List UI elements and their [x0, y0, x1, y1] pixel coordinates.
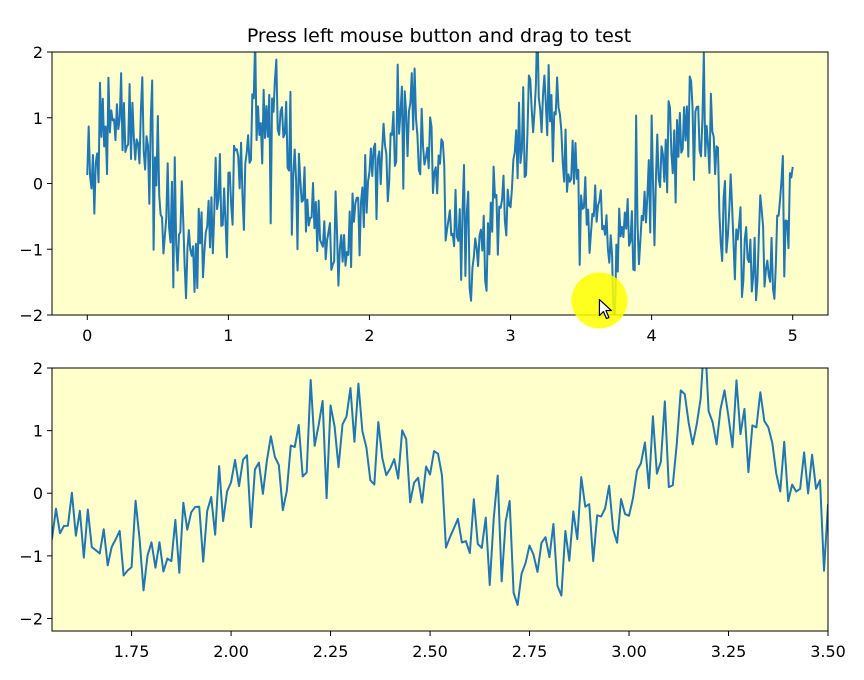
bottom-axes-ticks: 1.75 2.00 2.25 2.50 2.75 3.00 3.25 3.50 −2 −1 0 1 2 [19, 359, 845, 661]
top-axes[interactable]: 0 1 2 3 4 5 −2 −1 0 1 2 [19, 15, 829, 345]
y-tick-label: 2 [33, 359, 43, 378]
bottom-axes[interactable]: 1.75 2.00 2.25 2.50 2.75 3.00 3.25 3.50 −2 −1 0 1 2 [0, 333, 864, 661]
x-tick-label: 2.75 [512, 642, 548, 661]
x-tick-label: 4 [647, 326, 657, 345]
bottom-axes-frame [51, 367, 829, 632]
y-tick-label: −1 [19, 547, 43, 566]
y-tick-label: 0 [33, 175, 43, 194]
x-tick-label: 3 [505, 326, 515, 345]
x-tick-label: 1 [223, 326, 233, 345]
x-tick-label: 3.25 [711, 642, 747, 661]
x-tick-label: 1.75 [114, 642, 150, 661]
y-tick-label: −2 [19, 609, 43, 628]
y-tick-label: 0 [33, 484, 43, 503]
y-tick-label: 2 [33, 43, 43, 62]
x-tick-label: 3.50 [810, 642, 846, 661]
x-tick-label: 2.50 [412, 642, 448, 661]
chart-title: Press left mouse button and drag to test [247, 25, 631, 47]
mouse-cursor [571, 272, 628, 329]
x-tick-label: 2.25 [313, 642, 349, 661]
top-axes-plot-area [86, 52, 794, 315]
x-tick-label: 5 [788, 326, 798, 345]
series-line [86, 52, 794, 315]
y-tick-label: 1 [33, 109, 43, 128]
x-tick-label: 3.00 [611, 642, 647, 661]
y-tick-label: 1 [33, 422, 43, 441]
x-tick-label: 2 [364, 326, 374, 345]
bottom-axes-face[interactable] [52, 368, 828, 631]
series-line [52, 368, 828, 606]
top-axes-ticks: 0 1 2 3 4 5 −2 −1 0 1 2 [19, 43, 797, 345]
arrow-cursor-icon [598, 298, 613, 320]
y-tick-label: −2 [19, 306, 43, 325]
x-tick-label: 2.00 [213, 642, 249, 661]
y-tick-label: −1 [19, 240, 43, 259]
bottom-axes-plot-area [52, 368, 828, 606]
x-tick-label: 0 [82, 326, 92, 345]
